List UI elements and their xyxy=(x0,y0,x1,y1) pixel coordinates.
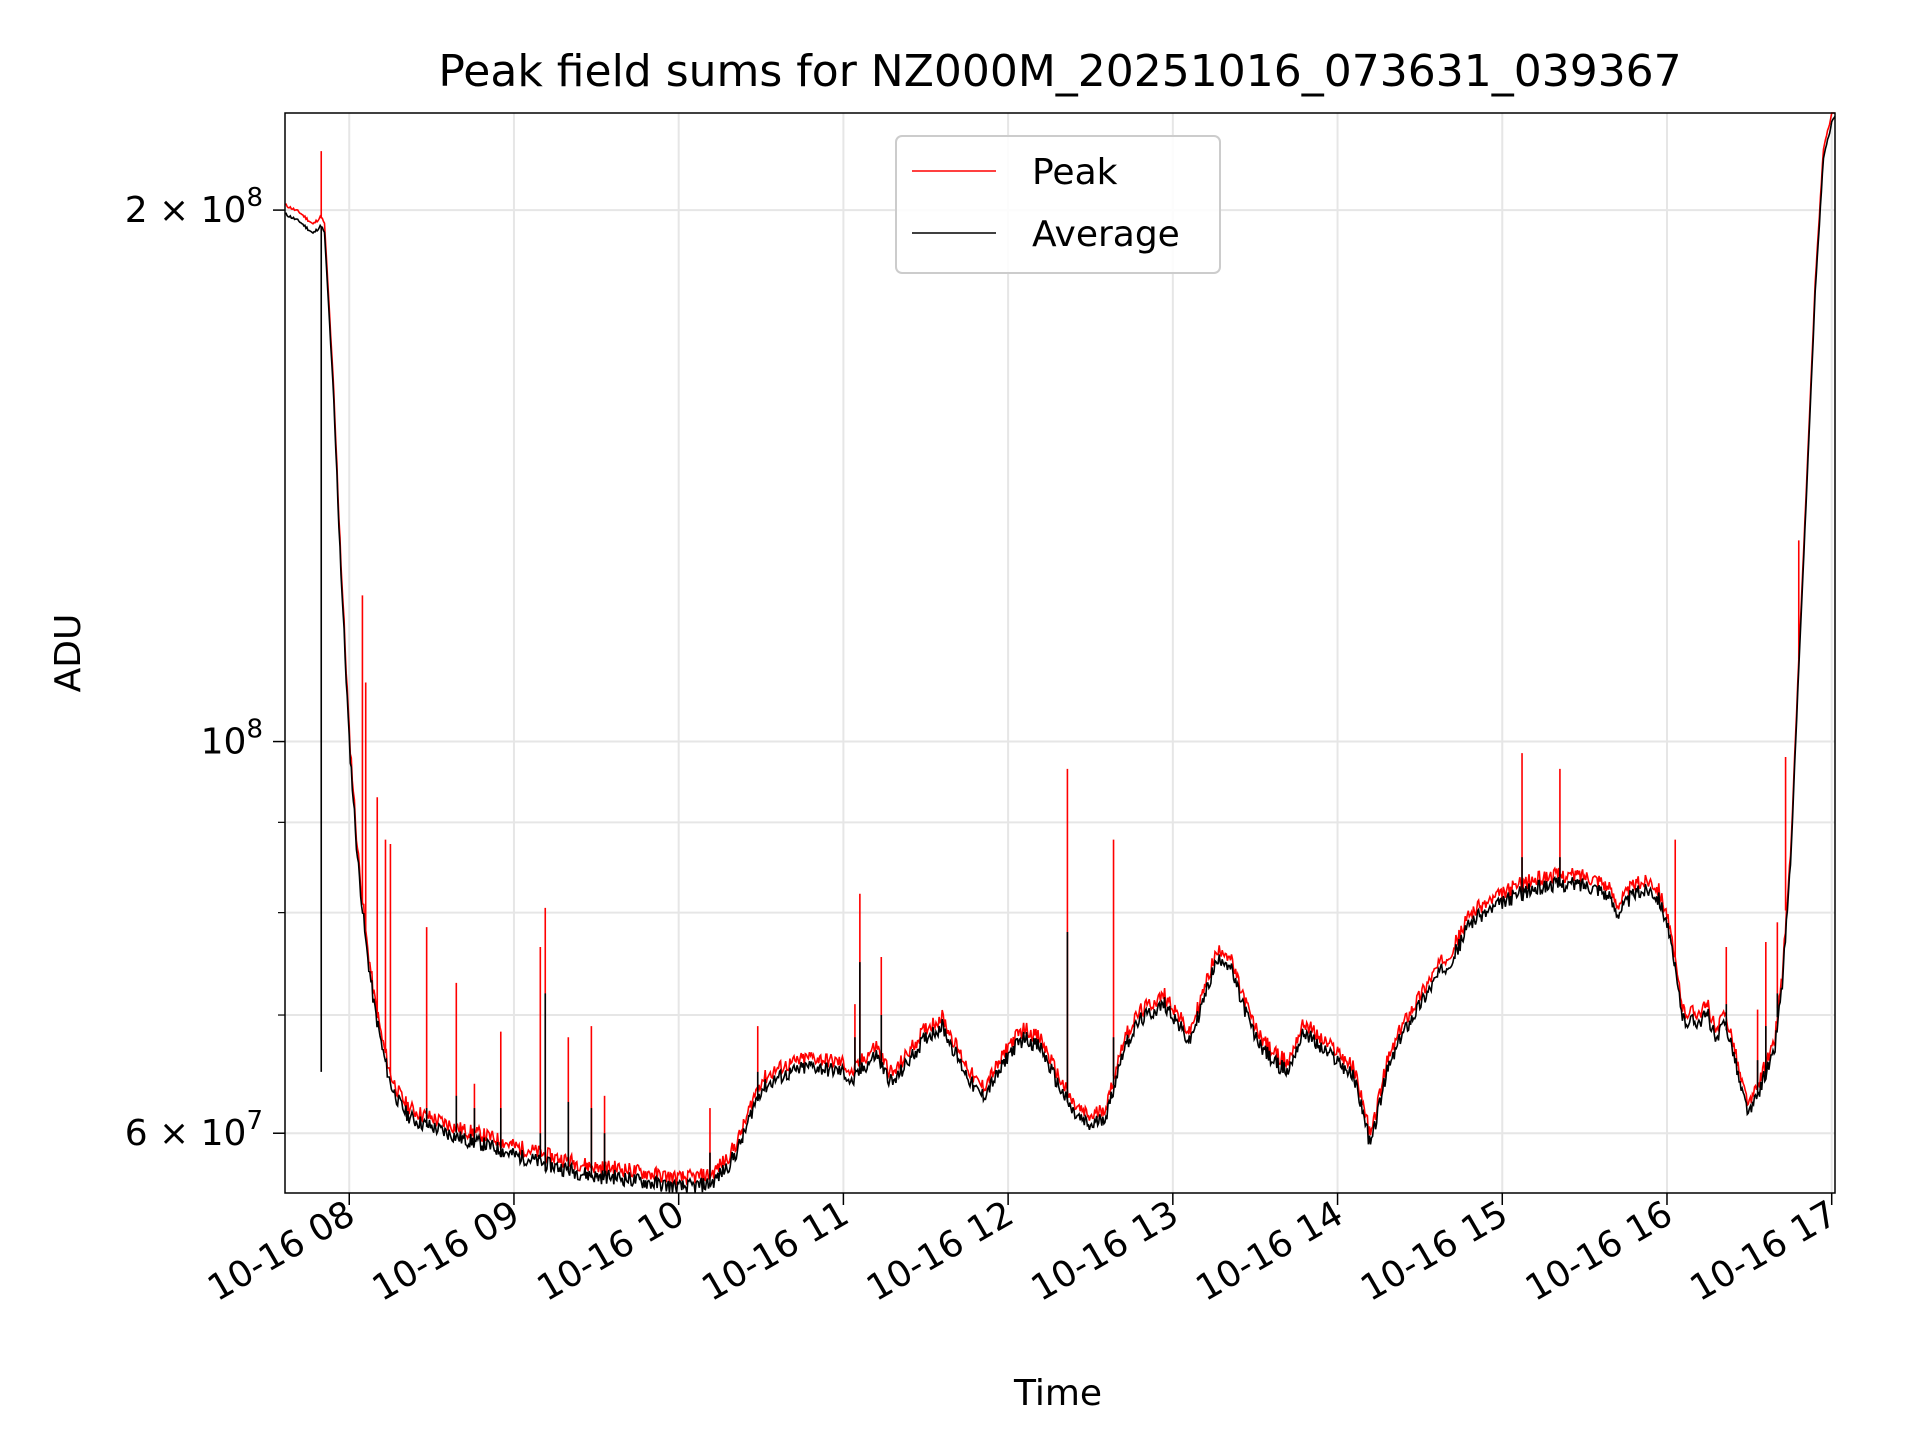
legend-average-label: Average xyxy=(1032,214,1180,255)
average-series-line xyxy=(284,115,1836,1194)
y-tick-label: 6 × 107 xyxy=(125,1106,263,1154)
y-axis-label: ADU xyxy=(48,614,89,693)
y-tick-label: 2 × 108 xyxy=(125,183,263,231)
legend: Peak Average xyxy=(895,135,1221,274)
x-axis-label: Time xyxy=(1013,1373,1102,1414)
plot-frame xyxy=(284,112,1836,1194)
grid-lines xyxy=(285,113,1835,1193)
series-layer xyxy=(284,112,1836,1194)
chart-title: Peak field sums for NZ000M_20251016_0736… xyxy=(438,46,1681,97)
legend-peak-label: Peak xyxy=(1032,152,1118,193)
peak-series-line xyxy=(284,112,1835,1186)
